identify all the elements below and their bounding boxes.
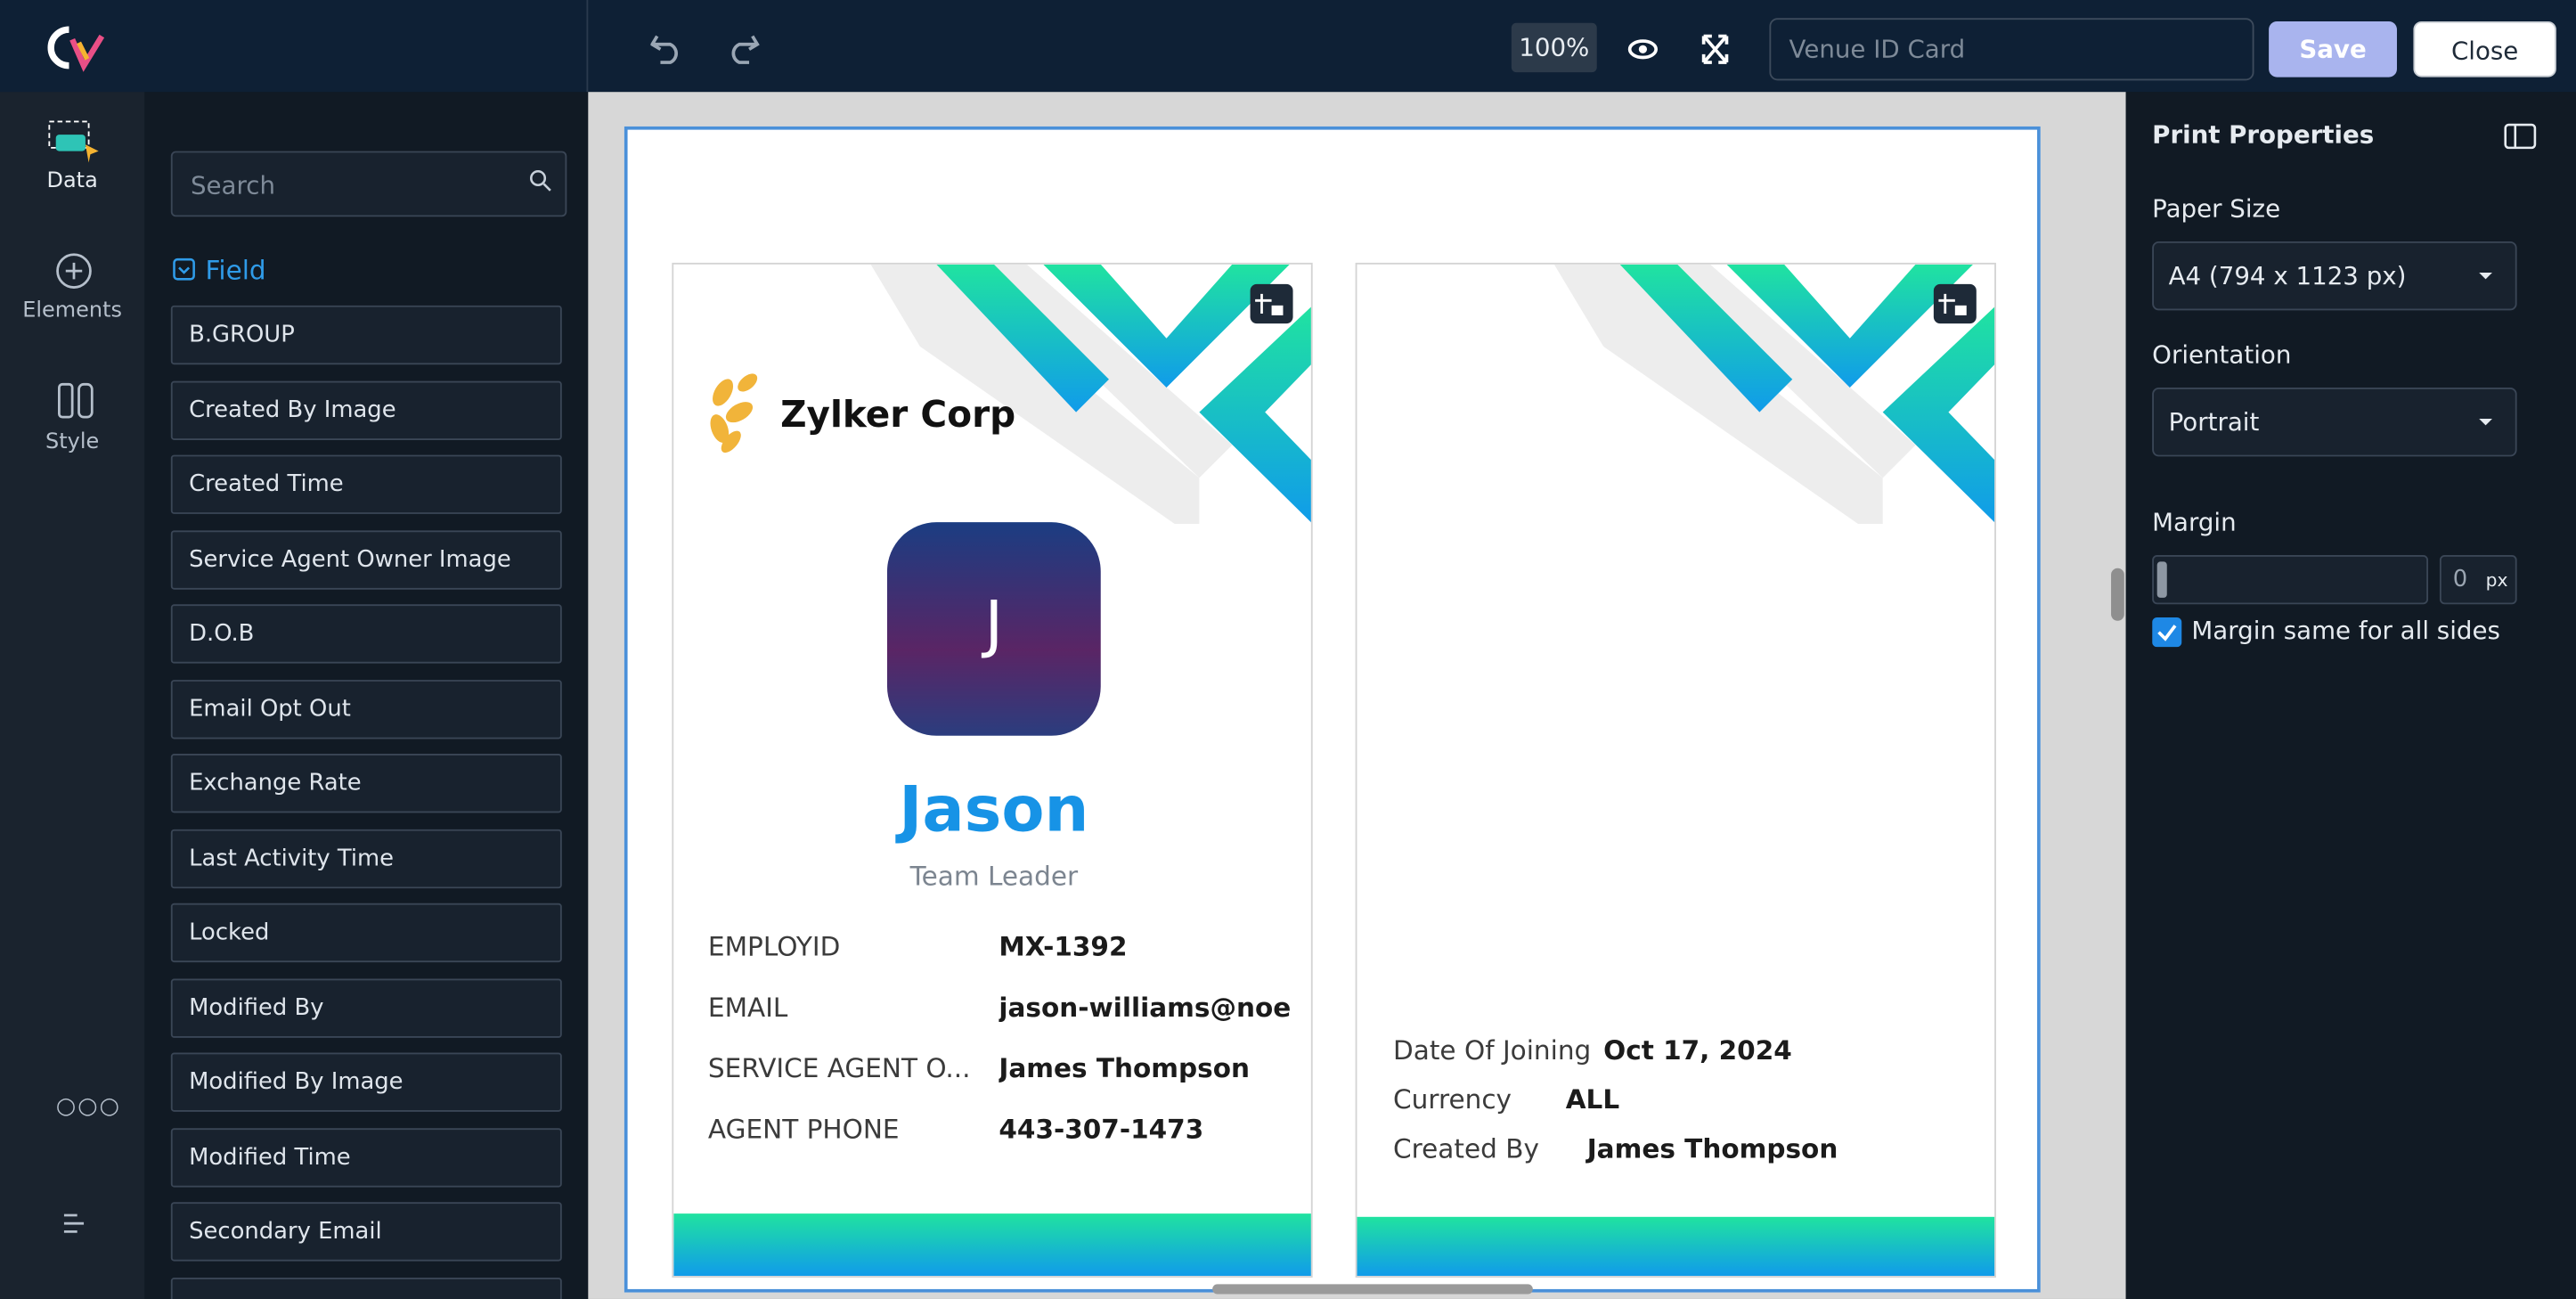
field-item[interactable]: B.GROUP <box>170 305 562 365</box>
field-value: jason-williams@noemail.com <box>999 992 1292 1024</box>
field-label: AGENT PHONE <box>707 1113 900 1145</box>
person-name: Jason <box>899 773 1089 846</box>
field-item[interactable]: Modified By <box>170 977 562 1037</box>
data-icon <box>48 120 99 163</box>
checkbox-label[interactable]: Margin same for all sides <box>2191 616 2500 646</box>
paper-size-select[interactable]: A4 (794 x 1123 px) <box>2152 241 2517 311</box>
section-title[interactable]: Field <box>205 254 266 286</box>
checkbox[interactable] <box>2152 617 2182 648</box>
search-input[interactable]: Search <box>170 151 567 217</box>
field-item[interactable]: Secondary Email <box>170 1202 562 1262</box>
properties-panel: Print Properties Paper Size A4 (794 x 11… <box>2125 92 2576 1299</box>
style-icon <box>58 382 94 419</box>
avatar: J <box>886 522 1101 736</box>
menu-icon[interactable] <box>62 1212 86 1235</box>
field-label: Currency <box>1393 1083 1512 1115</box>
v-scrollbar[interactable] <box>2111 568 2124 621</box>
panel-toggle[interactable] <box>2504 123 2537 150</box>
card-decoration <box>1357 264 1995 1277</box>
h-scrollbar[interactable] <box>1212 1284 1533 1295</box>
card-name-input[interactable]: Venue ID Card <box>1769 18 2254 81</box>
label: Orientation <box>2152 339 2292 370</box>
margin-value: 0 <box>2452 566 2468 593</box>
section-toggle[interactable] <box>173 257 196 281</box>
field-value: James Thompson <box>1586 1132 1838 1164</box>
view-icons[interactable] <box>1626 33 1732 66</box>
margin-slider[interactable] <box>2152 555 2429 605</box>
field-label: EMAIL <box>707 992 788 1024</box>
field-label: Created By <box>1393 1132 1539 1164</box>
field-item[interactable]: Exchange Rate <box>170 754 562 813</box>
label: Margin <box>2152 507 2237 537</box>
search-icon <box>530 169 551 192</box>
logo-area <box>0 0 589 93</box>
field-item[interactable]: Last Activity Time <box>170 828 562 888</box>
margin-input[interactable]: 0 px <box>2439 555 2517 605</box>
nav-label[interactable]: Data <box>46 168 98 194</box>
field-item[interactable]: D.O.B <box>170 604 562 664</box>
field-value: James Thompson <box>999 1052 1251 1084</box>
side-nav: ○○○ Data Elements Style <box>0 92 145 1299</box>
save-button[interactable]: Save <box>2269 20 2397 78</box>
undo-redo[interactable] <box>650 29 798 66</box>
field-label: EMPLOYID <box>707 931 841 963</box>
logo <box>47 26 105 72</box>
card-front: Zylker Corp J Jason Team Leader EMPLOYID… <box>672 262 1313 1279</box>
nav-label[interactable]: Elements <box>22 298 123 324</box>
field-item[interactable]: Created Time <box>170 454 562 514</box>
field-panel: Search Field B.GROUP Created By Image Crea… <box>144 92 589 1299</box>
dropdown-arrows <box>2479 272 2492 426</box>
nav-label[interactable]: Style <box>45 429 100 455</box>
design-canvas: Zylker Corp J Jason Team Leader EMPLOYID… <box>588 92 2126 1299</box>
label: Paper Size <box>2152 193 2281 224</box>
field-value: ALL <box>1565 1083 1620 1115</box>
card-decoration <box>673 264 1311 1277</box>
orientation-select[interactable]: Portrait <box>2152 387 2517 457</box>
slider-handle[interactable] <box>2156 561 2167 598</box>
field-item[interactable]: Modified By Image <box>170 1052 562 1112</box>
field-item[interactable]: Locked <box>170 903 562 963</box>
field-value: Oct 17, 2024 <box>1603 1034 1792 1066</box>
print-page: Zylker Corp J Jason Team Leader EMPLOYID… <box>624 126 2041 1293</box>
zoom-level[interactable]: 100% <box>1511 22 1597 73</box>
elements-icon <box>56 253 92 289</box>
field-label: Date Of Joining <box>1393 1034 1592 1066</box>
field-value: 443-307-1473 <box>999 1113 1204 1145</box>
close-button[interactable]: Close <box>2413 20 2556 78</box>
more-icon[interactable]: ○○○ <box>55 1093 121 1121</box>
field-item[interactable]: Created By Image <box>170 380 562 440</box>
field-item[interactable]: Email Opt Out <box>170 679 562 739</box>
person-role: Team Leader <box>909 860 1079 892</box>
field-item[interactable]: Modified Time <box>170 1127 562 1187</box>
field-label: SERVICE AGENT O... <box>707 1052 971 1084</box>
card-back: Date Of Joining Oct 17, 2024 Currency ALL Cr… <box>1355 262 1996 1279</box>
field-value: MX-1392 <box>999 931 1128 963</box>
company-name: Zylker Corp <box>780 396 1016 437</box>
field-item[interactable] <box>170 1277 562 1299</box>
field-item[interactable]: Service Agent Owner Image <box>170 529 562 589</box>
panel-title: Print Properties <box>2152 119 2375 150</box>
margin-unit: px <box>2485 569 2508 592</box>
